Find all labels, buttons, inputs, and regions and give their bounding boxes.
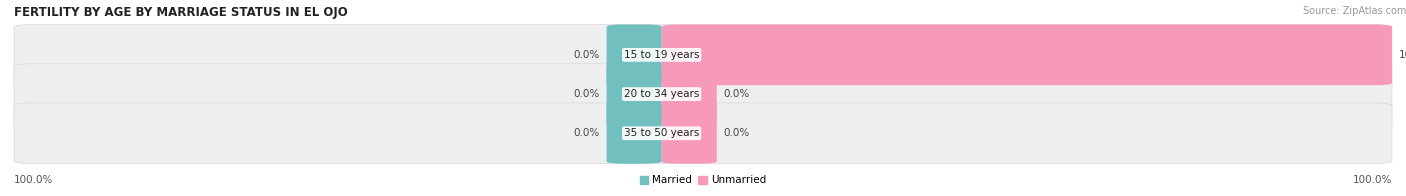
FancyBboxPatch shape bbox=[606, 24, 662, 85]
FancyBboxPatch shape bbox=[14, 64, 1392, 124]
Text: Source: ZipAtlas.com: Source: ZipAtlas.com bbox=[1302, 6, 1406, 16]
Text: 100.0%: 100.0% bbox=[1399, 50, 1406, 60]
Legend: Married, Unmarried: Married, Unmarried bbox=[636, 171, 770, 190]
Text: 15 to 19 years: 15 to 19 years bbox=[624, 50, 699, 60]
Text: 0.0%: 0.0% bbox=[574, 128, 599, 138]
Text: 0.0%: 0.0% bbox=[574, 50, 599, 60]
Text: 0.0%: 0.0% bbox=[574, 89, 599, 99]
Text: 35 to 50 years: 35 to 50 years bbox=[624, 128, 699, 138]
FancyBboxPatch shape bbox=[14, 103, 1392, 164]
Text: 20 to 34 years: 20 to 34 years bbox=[624, 89, 699, 99]
FancyBboxPatch shape bbox=[606, 64, 662, 124]
FancyBboxPatch shape bbox=[662, 103, 717, 164]
Text: 100.0%: 100.0% bbox=[1353, 175, 1392, 185]
Text: 100.0%: 100.0% bbox=[14, 175, 53, 185]
Text: 0.0%: 0.0% bbox=[724, 89, 749, 99]
FancyBboxPatch shape bbox=[14, 24, 1392, 85]
FancyBboxPatch shape bbox=[606, 103, 662, 164]
Text: FERTILITY BY AGE BY MARRIAGE STATUS IN EL OJO: FERTILITY BY AGE BY MARRIAGE STATUS IN E… bbox=[14, 6, 347, 19]
Text: 0.0%: 0.0% bbox=[724, 128, 749, 138]
FancyBboxPatch shape bbox=[662, 64, 717, 124]
FancyBboxPatch shape bbox=[662, 24, 1392, 85]
